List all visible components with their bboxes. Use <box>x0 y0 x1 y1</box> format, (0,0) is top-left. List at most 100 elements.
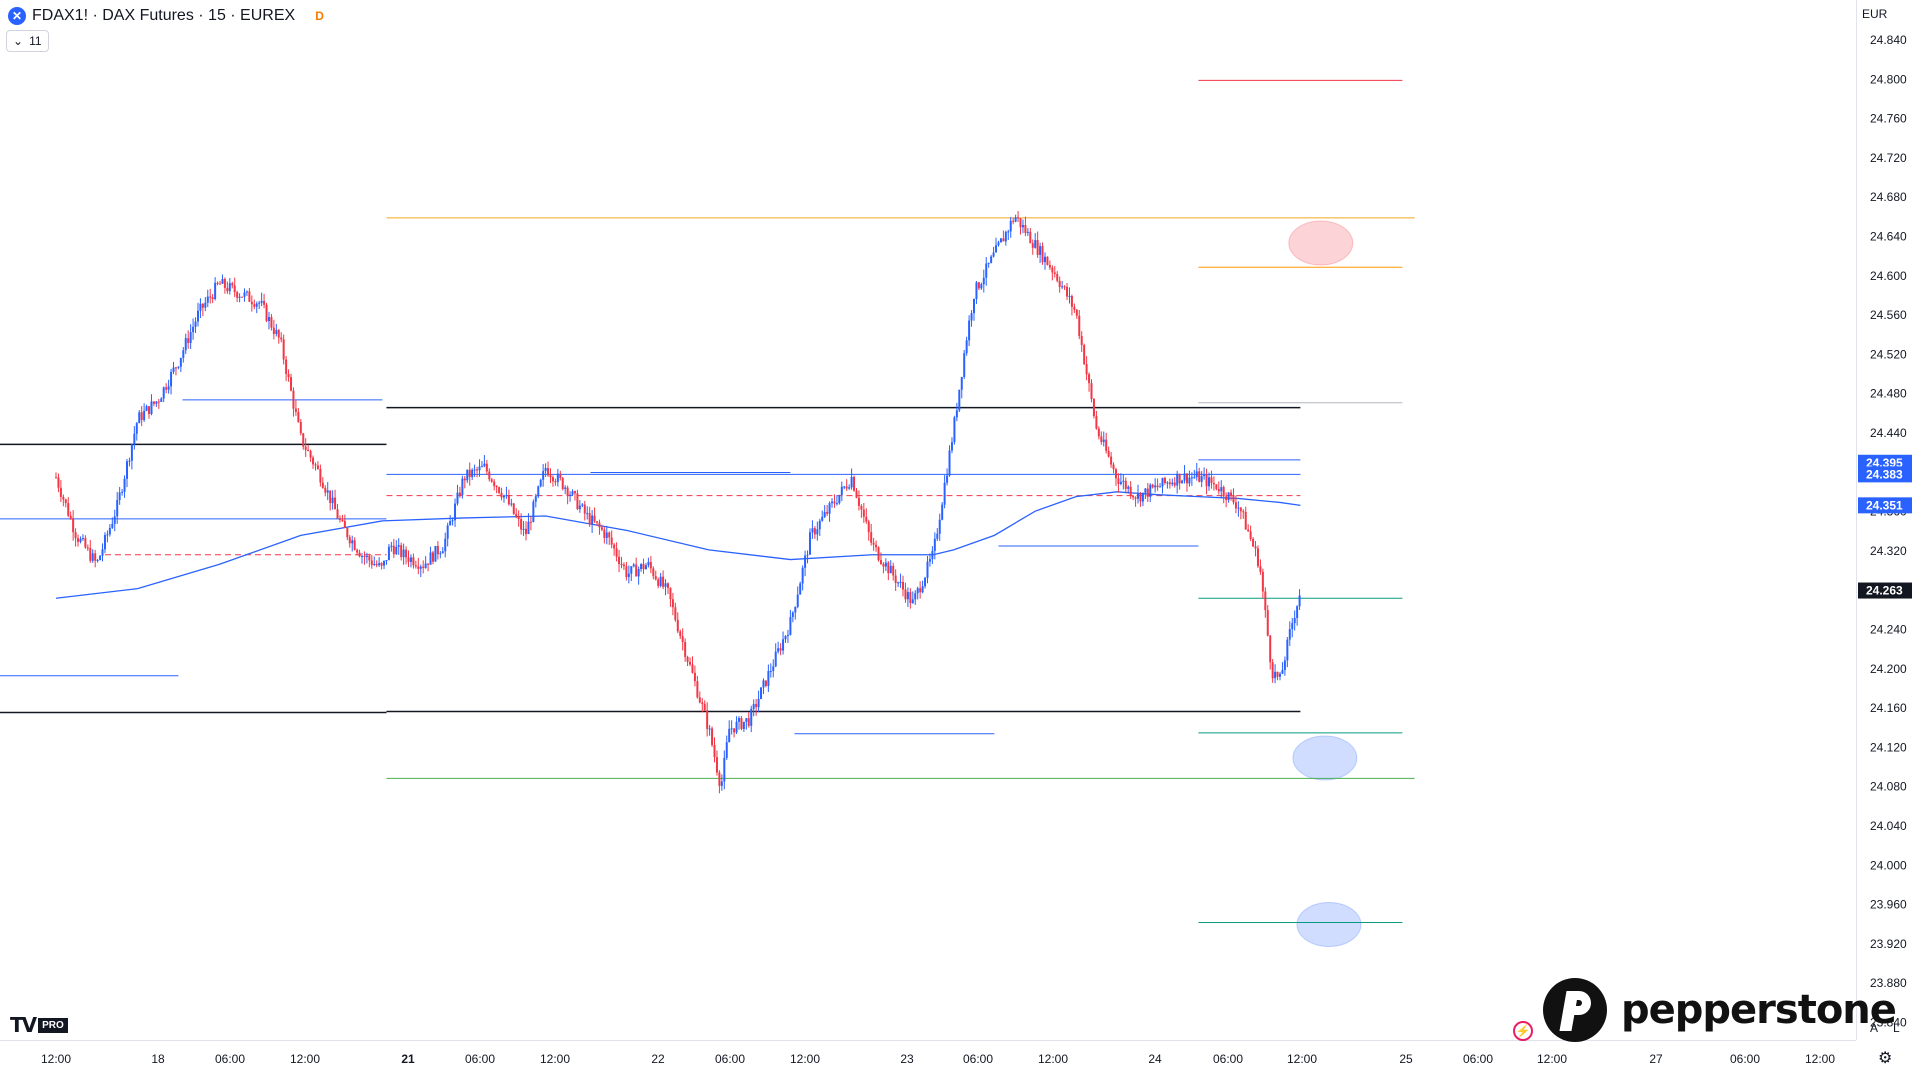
candle-body <box>1256 548 1259 567</box>
candle-body <box>485 463 488 472</box>
price-badge <box>1858 582 1912 599</box>
candle-body <box>857 497 860 506</box>
candle-body <box>1195 471 1198 478</box>
candle-body <box>228 283 231 292</box>
price-axis[interactable] <box>1856 0 1913 1040</box>
candle-body <box>698 697 701 703</box>
auto-scale-button[interactable]: A <box>1870 1021 1879 1035</box>
candle-body <box>145 406 148 411</box>
candle-body <box>1178 473 1181 484</box>
candle-body <box>456 492 459 504</box>
candle-body <box>1112 464 1115 470</box>
candle-body <box>1208 477 1211 487</box>
candle-body <box>889 565 892 574</box>
time-tick-label: 06:00 <box>963 1052 993 1066</box>
candle-body <box>1085 364 1088 375</box>
candle-body <box>581 504 584 506</box>
candle-body <box>1124 480 1127 489</box>
candle-body <box>458 492 461 496</box>
candle-body <box>449 521 452 526</box>
candle-body <box>862 509 865 517</box>
candle-body <box>1024 225 1027 233</box>
candle-body <box>742 721 745 729</box>
candle-body <box>578 505 581 510</box>
candle-body <box>507 495 510 505</box>
log-scale-button[interactable]: L <box>1893 1021 1900 1035</box>
candle-body <box>564 487 567 489</box>
candle-body <box>992 252 995 257</box>
candle-body <box>387 546 390 561</box>
candle-body <box>302 433 305 447</box>
candle-body <box>395 546 398 555</box>
candle-body <box>201 303 204 308</box>
candle-body <box>850 476 853 488</box>
candle-body <box>125 461 128 479</box>
candle-body <box>179 357 182 367</box>
candle-body <box>853 476 856 491</box>
candle-body <box>211 297 214 300</box>
candle-body <box>427 563 430 565</box>
candle-body <box>72 518 75 533</box>
candle-body <box>1051 267 1054 273</box>
currency-label[interactable]: EUR <box>1862 7 1888 21</box>
candle-body <box>784 635 787 640</box>
candle-body <box>1073 306 1076 310</box>
candle-body <box>644 565 647 570</box>
price-tick-label: 24.760 <box>1870 112 1907 126</box>
price-tick-label: 24.000 <box>1870 858 1907 872</box>
indicators-toggle[interactable]: ⌄ 11 <box>6 30 49 52</box>
candle-body <box>512 503 515 514</box>
candle-body <box>620 564 623 566</box>
candle-body <box>953 417 956 443</box>
candle-body <box>221 279 224 284</box>
candle-body <box>919 588 922 593</box>
candle-body <box>160 398 163 402</box>
gear-icon[interactable]: ⚙ <box>1878 1050 1893 1067</box>
candle-body <box>434 546 437 562</box>
price-tick-label: 24.440 <box>1870 426 1907 440</box>
candle-body <box>999 238 1002 243</box>
delay-badge[interactable]: D <box>315 9 324 23</box>
candle-body <box>1137 493 1140 499</box>
candle-body <box>155 401 158 404</box>
candle-body <box>774 651 777 667</box>
candle-body <box>1161 477 1164 487</box>
candle-body <box>855 490 858 498</box>
target-zone <box>1296 901 1362 947</box>
candle-body <box>1066 286 1069 297</box>
candle-body <box>941 504 944 520</box>
candle-body <box>214 282 217 300</box>
candle-body <box>576 493 579 510</box>
candle-body <box>1090 383 1093 400</box>
lightning-icon[interactable]: ⚡ <box>1513 1021 1533 1041</box>
candle-body <box>1068 296 1071 298</box>
candle-body <box>498 487 501 493</box>
candle-body <box>1198 471 1201 482</box>
candle-body <box>632 564 635 567</box>
candle-body <box>522 528 525 530</box>
candle-body <box>466 469 469 481</box>
candle-body <box>1154 485 1157 488</box>
time-axis[interactable] <box>0 1040 1856 1073</box>
candle-body <box>806 554 809 556</box>
candle-body <box>995 245 998 253</box>
candle-body <box>813 528 816 535</box>
tradingview-logo[interactable]: TV PRO <box>10 1013 68 1037</box>
candle-body <box>77 538 80 542</box>
time-tick-label: 06:00 <box>1730 1052 1760 1066</box>
candle-body <box>537 486 540 497</box>
candle-body <box>674 607 677 620</box>
candle-body <box>500 492 503 498</box>
candle-body <box>831 501 834 504</box>
candle-body <box>103 534 106 550</box>
candle-body <box>243 292 246 297</box>
candle-body <box>390 545 393 547</box>
candle-body <box>955 410 958 418</box>
candle-body <box>561 477 564 489</box>
candle-body <box>1190 477 1193 479</box>
candle-body <box>1114 469 1117 479</box>
price-tick-label: 23.840 <box>1870 1016 1907 1030</box>
symbol-legend[interactable]: ✕ FDAX1! · DAX Futures · 15 · EUREX D <box>8 7 324 25</box>
